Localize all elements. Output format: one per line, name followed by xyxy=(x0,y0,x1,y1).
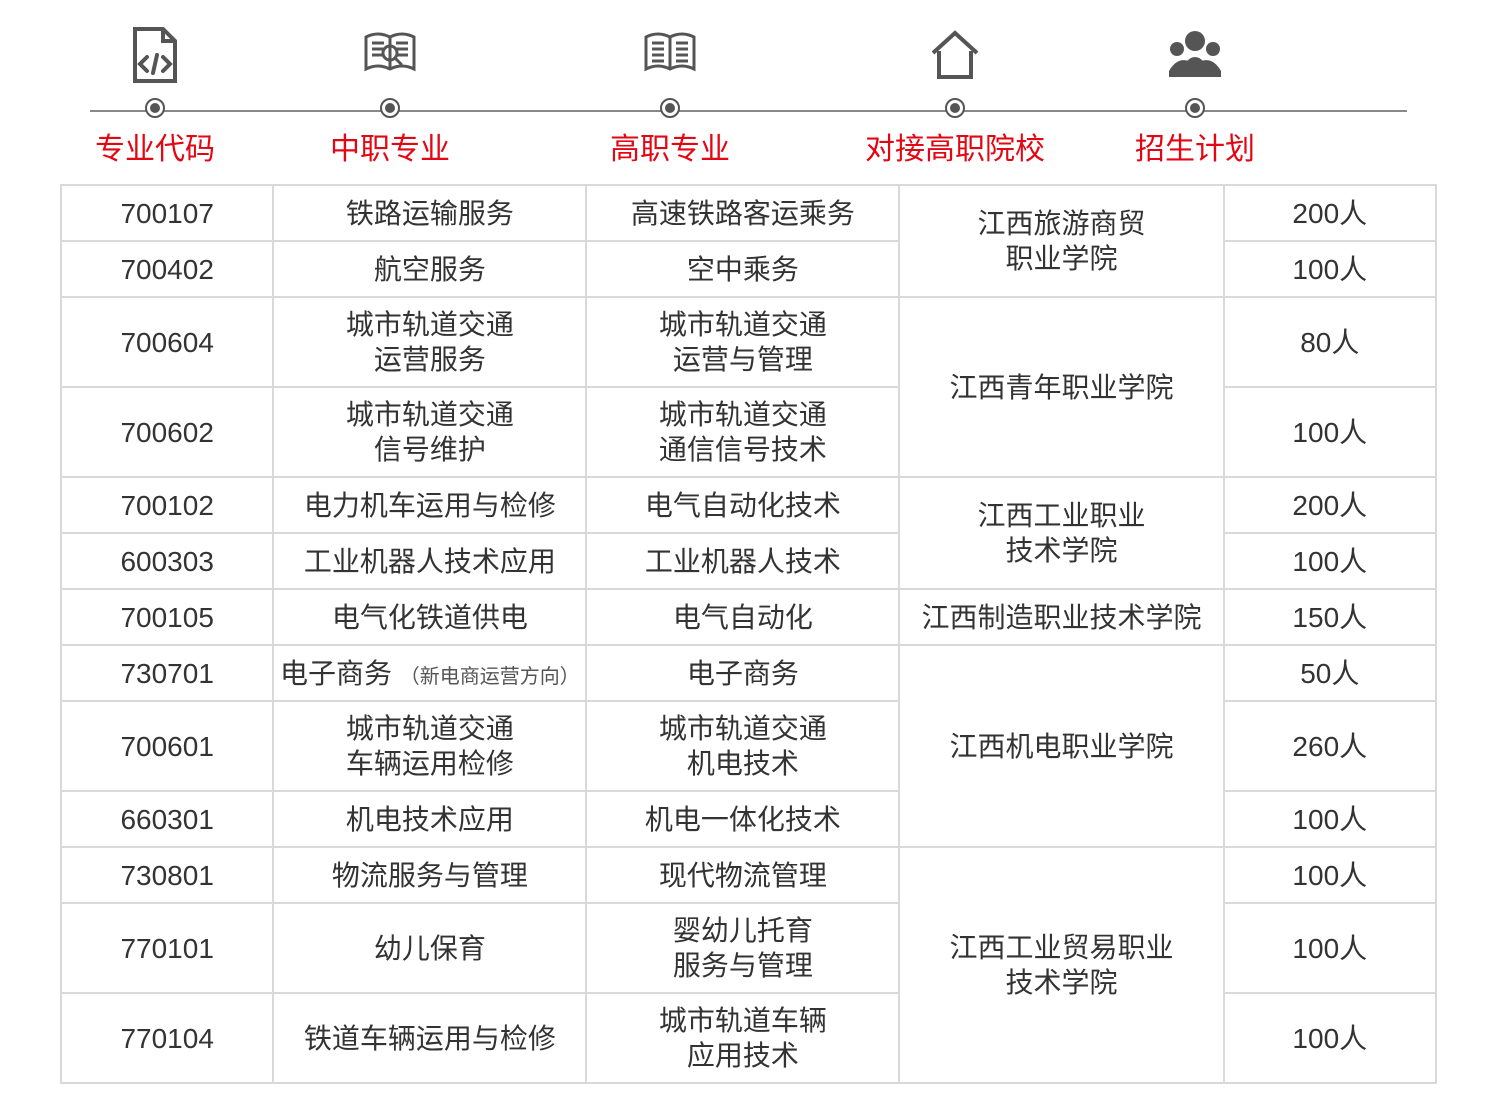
cell-code: 730701 xyxy=(61,645,273,701)
cell-gz-major: 机电一体化技术 xyxy=(586,791,899,847)
cell-zz-major: 城市轨道交通运营服务 xyxy=(273,297,586,387)
cell-plan: 50人 xyxy=(1224,645,1436,701)
cell-school: 江西旅游商贸职业学院 xyxy=(899,185,1223,297)
table-row: 700105电气化铁道供电电气自动化江西制造职业技术学院150人 xyxy=(61,589,1436,645)
cell-plan: 260人 xyxy=(1224,701,1436,791)
cell-school: 江西机电职业学院 xyxy=(899,645,1223,847)
header-col-gz: 高职专业 xyxy=(530,20,810,168)
cell-plan: 100人 xyxy=(1224,791,1436,847)
cell-school: 江西工业贸易职业技术学院 xyxy=(899,847,1223,1083)
table-row: 700107铁路运输服务高速铁路客运乘务江西旅游商贸职业学院200人 xyxy=(61,185,1436,241)
timeline-dot xyxy=(945,98,965,118)
cell-plan: 100人 xyxy=(1224,993,1436,1083)
table-row: 770101幼儿保育婴幼儿托育服务与管理 100人 xyxy=(61,903,1436,993)
cell-code: 660301 xyxy=(61,791,273,847)
cell-zz-major: 电气化铁道供电 xyxy=(273,589,586,645)
table-row: 700102电力机车运用与检修电气自动化技术江西工业职业技术学院200人 xyxy=(61,477,1436,533)
cell-code: 700102 xyxy=(61,477,273,533)
cell-gz-major: 城市轨道车辆应用技术 xyxy=(586,993,899,1083)
program-table: 700107铁路运输服务高速铁路客运乘务江西旅游商贸职业学院200人700402… xyxy=(60,184,1437,1084)
cell-code: 770104 xyxy=(61,993,273,1083)
cell-zz-major: 铁道车辆运用与检修 xyxy=(273,993,586,1083)
cell-plan: 100人 xyxy=(1224,903,1436,993)
cell-plan: 200人 xyxy=(1224,185,1436,241)
people-group-icon xyxy=(1160,20,1230,90)
cell-gz-major: 城市轨道交通机电技术 xyxy=(586,701,899,791)
cell-plan: 100人 xyxy=(1224,847,1436,903)
cell-school: 江西青年职业学院 xyxy=(899,297,1223,477)
timeline-dot xyxy=(380,98,400,118)
table-row: 700601城市轨道交通车辆运用检修城市轨道交通机电技术 260人 xyxy=(61,701,1436,791)
cell-plan: 150人 xyxy=(1224,589,1436,645)
cell-code: 700601 xyxy=(61,701,273,791)
cell-code: 600303 xyxy=(61,533,273,589)
cell-zz-major: 机电技术应用 xyxy=(273,791,586,847)
table-row: 600303工业机器人技术应用工业机器人技术 100人 xyxy=(61,533,1436,589)
timeline-dot xyxy=(660,98,680,118)
cell-code: 700402 xyxy=(61,241,273,297)
cell-gz-major: 高速铁路客运乘务 xyxy=(586,185,899,241)
cell-zz-major: 电力机车运用与检修 xyxy=(273,477,586,533)
cell-gz-major: 城市轨道交通通信信号技术 xyxy=(586,387,899,477)
cell-plan: 100人 xyxy=(1224,241,1436,297)
timeline-dot xyxy=(145,98,165,118)
table-row: 700402航空服务空中乘务 100人 xyxy=(61,241,1436,297)
table-row: 730701电子商务 （新电商运营方向）电子商务江西机电职业学院50人 xyxy=(61,645,1436,701)
header-label: 对接高职院校 xyxy=(865,124,1045,168)
cell-code: 700604 xyxy=(61,297,273,387)
table-row: 700604城市轨道交通运营服务城市轨道交通运营与管理江西青年职业学院80人 xyxy=(61,297,1436,387)
header-label: 中职专业 xyxy=(330,124,450,168)
open-book-icon xyxy=(635,20,705,90)
cell-code: 770101 xyxy=(61,903,273,993)
cell-gz-major: 电气自动化 xyxy=(586,589,899,645)
header-label: 招生计划 xyxy=(1135,124,1255,168)
open-book-search-icon xyxy=(355,20,425,90)
cell-gz-major: 工业机器人技术 xyxy=(586,533,899,589)
cell-school: 江西工业职业技术学院 xyxy=(899,477,1223,589)
header-col-plan: 招生计划 xyxy=(1100,20,1290,168)
header-row: 专业代码 中职专业 高职专业 xyxy=(60,20,1437,168)
cell-gz-major: 电子商务 xyxy=(586,645,899,701)
cell-zz-major: 城市轨道交通信号维护 xyxy=(273,387,586,477)
cell-gz-major: 城市轨道交通运营与管理 xyxy=(586,297,899,387)
cell-code: 700105 xyxy=(61,589,273,645)
cell-plan: 200人 xyxy=(1224,477,1436,533)
cell-code: 730801 xyxy=(61,847,273,903)
cell-gz-major: 电气自动化技术 xyxy=(586,477,899,533)
cell-zz-major: 电子商务 （新电商运营方向） xyxy=(273,645,586,701)
cell-gz-major: 现代物流管理 xyxy=(586,847,899,903)
table-row: 660301机电技术应用机电一体化技术 100人 xyxy=(61,791,1436,847)
cell-zz-major: 航空服务 xyxy=(273,241,586,297)
cell-school: 江西制造职业技术学院 xyxy=(899,589,1223,645)
timeline-dot xyxy=(1185,98,1205,118)
cell-zz-major: 幼儿保育 xyxy=(273,903,586,993)
table: 700107铁路运输服务高速铁路客运乘务江西旅游商贸职业学院200人700402… xyxy=(60,184,1437,1084)
header-label: 专业代码 xyxy=(95,124,215,168)
header-col-code: 专业代码 xyxy=(60,20,250,168)
cell-plan: 80人 xyxy=(1224,297,1436,387)
cell-gz-major: 婴幼儿托育服务与管理 xyxy=(586,903,899,993)
cell-zz-major: 城市轨道交通车辆运用检修 xyxy=(273,701,586,791)
header-label: 高职专业 xyxy=(610,124,730,168)
table-row: 700602城市轨道交通信号维护城市轨道交通通信信号技术 100人 xyxy=(61,387,1436,477)
cell-plan: 100人 xyxy=(1224,533,1436,589)
header-col-zz: 中职专业 xyxy=(250,20,530,168)
table-row: 770104铁道车辆运用与检修城市轨道车辆应用技术 100人 xyxy=(61,993,1436,1083)
header-col-school: 对接高职院校 xyxy=(810,20,1100,168)
cell-zz-major: 铁路运输服务 xyxy=(273,185,586,241)
cell-zz-major: 工业机器人技术应用 xyxy=(273,533,586,589)
code-file-icon xyxy=(120,20,190,90)
table-row: 730801物流服务与管理现代物流管理江西工业贸易职业技术学院100人 xyxy=(61,847,1436,903)
cell-gz-major: 空中乘务 xyxy=(586,241,899,297)
cell-plan: 100人 xyxy=(1224,387,1436,477)
cell-code: 700602 xyxy=(61,387,273,477)
cell-code: 700107 xyxy=(61,185,273,241)
cell-zz-major: 物流服务与管理 xyxy=(273,847,586,903)
house-icon xyxy=(920,20,990,90)
